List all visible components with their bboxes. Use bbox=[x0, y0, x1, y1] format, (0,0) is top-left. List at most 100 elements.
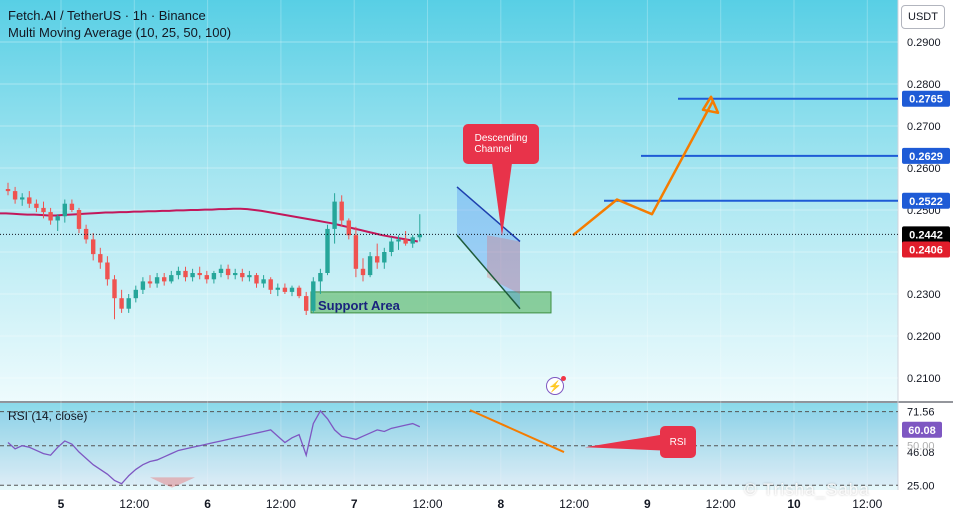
candle-body[interactable] bbox=[20, 197, 25, 200]
target-level-label: 0.2522 bbox=[909, 196, 943, 208]
rsi-legend[interactable]: RSI (14, close) bbox=[8, 409, 88, 423]
candle-body[interactable] bbox=[247, 275, 252, 278]
candle-body[interactable] bbox=[176, 270, 181, 276]
x-tick-label: 6 bbox=[204, 497, 211, 511]
callout-text: Channel bbox=[474, 144, 511, 155]
candle-body[interactable] bbox=[12, 191, 18, 200]
candle-body[interactable] bbox=[289, 287, 295, 292]
support-area-box[interactable] bbox=[310, 291, 552, 314]
candle-body[interactable] bbox=[233, 273, 238, 276]
rsi-level-label: 71.56 bbox=[907, 407, 935, 419]
rsi-callout[interactable] bbox=[660, 426, 696, 458]
candle-body[interactable] bbox=[190, 273, 195, 278]
candle-body[interactable] bbox=[389, 241, 394, 253]
x-tick-label: 8 bbox=[497, 497, 504, 511]
candle-body[interactable] bbox=[396, 239, 401, 242]
target-level-badge bbox=[902, 147, 950, 164]
candle-body[interactable] bbox=[375, 256, 380, 263]
rsi-divergence-line[interactable] bbox=[469, 409, 565, 453]
candle-body[interactable] bbox=[296, 287, 302, 297]
y-tick-label: 0.2900 bbox=[907, 37, 941, 49]
currency-button[interactable]: USDT bbox=[901, 5, 945, 29]
candle-body[interactable] bbox=[119, 298, 124, 309]
rsi-value-label: 60.08 bbox=[908, 425, 936, 437]
target-level-badge bbox=[902, 90, 950, 107]
candle-body[interactable] bbox=[69, 203, 75, 210]
time-axis-background bbox=[0, 490, 953, 518]
candle-body[interactable] bbox=[325, 228, 330, 273]
candle-body[interactable] bbox=[133, 289, 138, 299]
candle-body[interactable] bbox=[360, 268, 366, 276]
lightning-icon[interactable]: ⚡ bbox=[546, 377, 564, 395]
candle-body[interactable] bbox=[304, 296, 309, 311]
candle-body[interactable] bbox=[367, 256, 373, 276]
candle-body[interactable] bbox=[126, 298, 131, 309]
candle-body[interactable] bbox=[240, 273, 245, 278]
x-tick-label: 10 bbox=[787, 497, 801, 511]
candle-body[interactable] bbox=[154, 277, 160, 284]
x-tick-label: 5 bbox=[58, 497, 65, 511]
descending-channel-callout[interactable] bbox=[463, 124, 539, 164]
candle-body[interactable] bbox=[5, 189, 11, 192]
candle-body[interactable] bbox=[48, 212, 53, 221]
rsi-value-badge bbox=[902, 421, 942, 438]
candle-body[interactable] bbox=[332, 201, 337, 229]
projection-arrowhead bbox=[701, 95, 720, 115]
y-tick-label: 0.2100 bbox=[907, 373, 941, 385]
candle-body[interactable] bbox=[197, 273, 202, 276]
target-level-label: 0.2765 bbox=[909, 94, 943, 106]
candle-body[interactable] bbox=[98, 254, 103, 263]
candle-body[interactable] bbox=[211, 273, 217, 280]
candle-body[interactable] bbox=[417, 234, 422, 238]
rsi-level-label-hidden: 50.00 bbox=[907, 441, 935, 453]
candle-body[interactable] bbox=[204, 275, 209, 280]
candle-body[interactable] bbox=[83, 228, 89, 240]
candle-body[interactable] bbox=[41, 207, 46, 213]
projection-path[interactable] bbox=[572, 100, 715, 237]
candle-body[interactable] bbox=[91, 239, 96, 255]
candle-body[interactable] bbox=[183, 270, 188, 278]
x-tick-label: 12:00 bbox=[852, 497, 882, 511]
candle-body[interactable] bbox=[346, 220, 351, 236]
y-tick-label: 0.2600 bbox=[907, 163, 941, 175]
candle-body[interactable] bbox=[112, 279, 117, 299]
candle-body[interactable] bbox=[105, 262, 110, 280]
candle-body[interactable] bbox=[275, 287, 280, 290]
candle-body[interactable] bbox=[403, 239, 408, 244]
candle-body[interactable] bbox=[282, 287, 288, 292]
candle-body[interactable] bbox=[261, 279, 266, 284]
chart-title: Fetch.AI / TetherUS · 1h · Binance bbox=[8, 8, 206, 23]
candle-body[interactable] bbox=[147, 281, 153, 284]
y-tick-label: 0.2200 bbox=[907, 331, 941, 343]
candle-body[interactable] bbox=[311, 281, 316, 311]
candle-body[interactable] bbox=[225, 268, 231, 276]
channel-lower-line[interactable] bbox=[456, 234, 521, 310]
candle-body[interactable] bbox=[254, 275, 259, 284]
candle-body[interactable] bbox=[318, 273, 323, 282]
candle-body[interactable] bbox=[218, 268, 224, 273]
candle-body[interactable] bbox=[339, 201, 344, 221]
candle-body[interactable] bbox=[62, 203, 67, 217]
indicator-legend[interactable]: Multi Moving Average (10, 25, 50, 100) bbox=[8, 25, 232, 40]
channel-upper-line[interactable] bbox=[456, 186, 521, 243]
candle-body[interactable] bbox=[169, 275, 174, 282]
callout-text: Descending bbox=[475, 133, 528, 144]
candle-body[interactable] bbox=[268, 279, 273, 290]
candle-body[interactable] bbox=[353, 235, 359, 269]
candle-body[interactable] bbox=[76, 210, 82, 229]
candle-body[interactable] bbox=[27, 197, 32, 204]
candle-body[interactable] bbox=[140, 281, 146, 290]
candle-body[interactable] bbox=[34, 203, 39, 208]
candle-body[interactable] bbox=[382, 252, 387, 263]
candle-body[interactable] bbox=[55, 216, 60, 221]
x-tick-label: 12:00 bbox=[706, 497, 736, 511]
candle-body[interactable] bbox=[162, 277, 167, 282]
rsi-level-label: 46.08 bbox=[907, 447, 935, 459]
rsi-line[interactable] bbox=[7, 409, 421, 485]
channel-fill bbox=[457, 186, 520, 309]
candle-body[interactable] bbox=[410, 237, 415, 244]
rsi-oversold-fill bbox=[150, 477, 195, 488]
target-level-badge bbox=[902, 192, 950, 209]
y-tick-label: 0.2300 bbox=[907, 289, 941, 301]
